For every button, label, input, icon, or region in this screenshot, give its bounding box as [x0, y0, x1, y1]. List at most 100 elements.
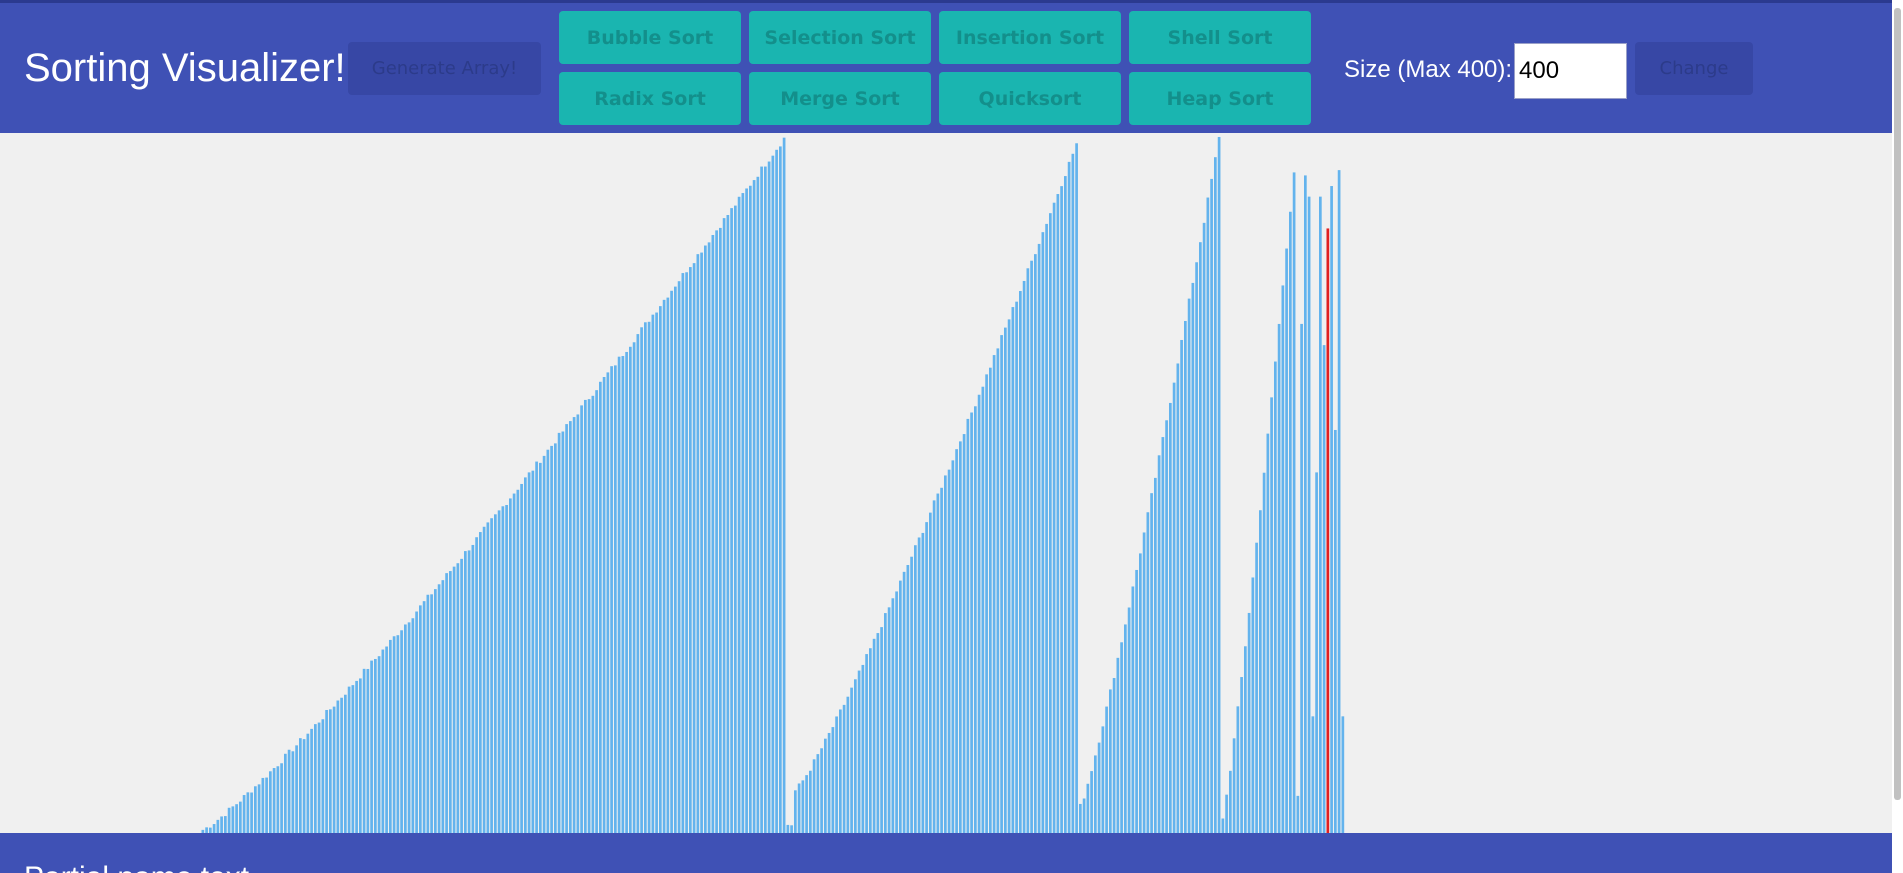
array-bar — [1187, 298, 1191, 833]
array-bar — [895, 591, 898, 833]
array-bar — [831, 727, 835, 833]
array-bar — [460, 558, 463, 833]
array-bar — [659, 306, 662, 833]
array-bar — [925, 522, 928, 833]
array-bar — [452, 566, 456, 833]
array-bar — [1101, 726, 1105, 833]
generate-array-button[interactable]: Generate Array! — [348, 42, 541, 95]
array-bar — [786, 824, 790, 833]
array-bar — [846, 696, 850, 833]
array-bar — [227, 807, 231, 833]
footer-text: Partial name text — [24, 861, 249, 873]
array-bar — [985, 374, 988, 833]
array-bar — [835, 716, 838, 833]
array-bar — [284, 753, 287, 833]
array-bar — [610, 366, 613, 833]
array-bar — [265, 777, 268, 833]
array-bar — [1041, 232, 1045, 833]
array-bar — [857, 670, 861, 833]
selection-sort-button[interactable]: Selection Sort — [749, 11, 931, 64]
array-bar — [700, 252, 703, 833]
array-bar — [936, 493, 940, 833]
array-bar — [291, 751, 295, 833]
radix-sort-button[interactable]: Radix Sort — [559, 72, 741, 125]
array-bar — [1221, 818, 1225, 833]
array-bar — [580, 405, 583, 833]
array-bar — [310, 728, 313, 833]
array-bar — [1255, 542, 1258, 833]
array-bar — [1004, 327, 1007, 833]
array-bar — [1090, 771, 1093, 833]
array-bars-area — [0, 133, 1892, 833]
array-bar — [1097, 742, 1101, 833]
array-bar — [741, 193, 745, 833]
array-bar — [861, 664, 865, 833]
array-bar — [1199, 242, 1202, 833]
array-bar — [1161, 437, 1165, 833]
heap-sort-button[interactable]: Heap Sort — [1129, 72, 1311, 125]
array-bar — [1011, 307, 1015, 833]
array-bar — [940, 487, 943, 833]
array-bar — [1034, 254, 1037, 833]
array-bar — [1000, 335, 1003, 833]
array-bar — [554, 443, 557, 833]
array-bar — [1165, 420, 1168, 833]
array-bar — [602, 377, 606, 833]
array-bar — [490, 518, 493, 833]
change-size-button[interactable]: Change — [1635, 42, 1753, 95]
array-bar — [880, 627, 883, 833]
array-bar — [1229, 770, 1232, 833]
array-bar — [790, 825, 793, 833]
array-bar — [1060, 186, 1063, 833]
array-bar — [299, 738, 302, 833]
array-bar — [1071, 153, 1075, 833]
array-bar — [869, 648, 872, 833]
array-bar — [396, 635, 400, 833]
insertion-sort-button[interactable]: Insertion Sort — [939, 11, 1121, 64]
array-bar — [1191, 282, 1195, 833]
array-bar — [561, 431, 565, 833]
array-bar — [947, 469, 951, 833]
array-bar — [917, 537, 921, 833]
array-bar — [782, 137, 786, 833]
app-title: Sorting Visualizer! — [24, 46, 346, 90]
array-bar — [1127, 607, 1131, 833]
array-bar — [400, 630, 403, 833]
array-bar — [1131, 586, 1135, 833]
array-bar — [775, 149, 778, 833]
array-bar — [325, 709, 328, 833]
array-bar — [1169, 402, 1172, 833]
quicksort-button[interactable]: Quicksort — [939, 72, 1121, 125]
array-bar — [820, 748, 823, 833]
array-bar — [557, 432, 561, 833]
array-bar — [929, 512, 932, 833]
array-bar — [1049, 213, 1052, 833]
array-bar — [479, 532, 482, 833]
array-bar — [1225, 794, 1228, 833]
array-bar — [760, 166, 763, 833]
array-bar — [411, 618, 415, 833]
array-bar — [1030, 260, 1033, 833]
array-bar — [914, 545, 917, 833]
array-bar — [456, 563, 460, 833]
array-size-input[interactable] — [1514, 43, 1627, 99]
array-bar — [359, 678, 362, 833]
bubble-sort-button[interactable]: Bubble Sort — [559, 11, 741, 64]
scrollbar-thumb[interactable] — [1894, 8, 1901, 800]
array-bar — [520, 483, 523, 833]
array-bar — [374, 658, 377, 833]
array-bar — [295, 745, 298, 833]
array-bar — [625, 351, 628, 833]
shell-sort-button[interactable]: Shell Sort — [1129, 11, 1311, 64]
merge-sort-button[interactable]: Merge Sort — [749, 72, 931, 125]
array-bar — [497, 510, 501, 833]
array-bar — [516, 489, 520, 833]
array-bar — [989, 367, 992, 833]
array-bar — [809, 770, 812, 833]
array-bar — [336, 700, 340, 833]
array-bar — [1330, 186, 1333, 833]
array-bar — [1334, 429, 1337, 833]
array-bar — [647, 321, 651, 833]
array-bar — [854, 679, 857, 833]
array-bar — [677, 281, 681, 833]
